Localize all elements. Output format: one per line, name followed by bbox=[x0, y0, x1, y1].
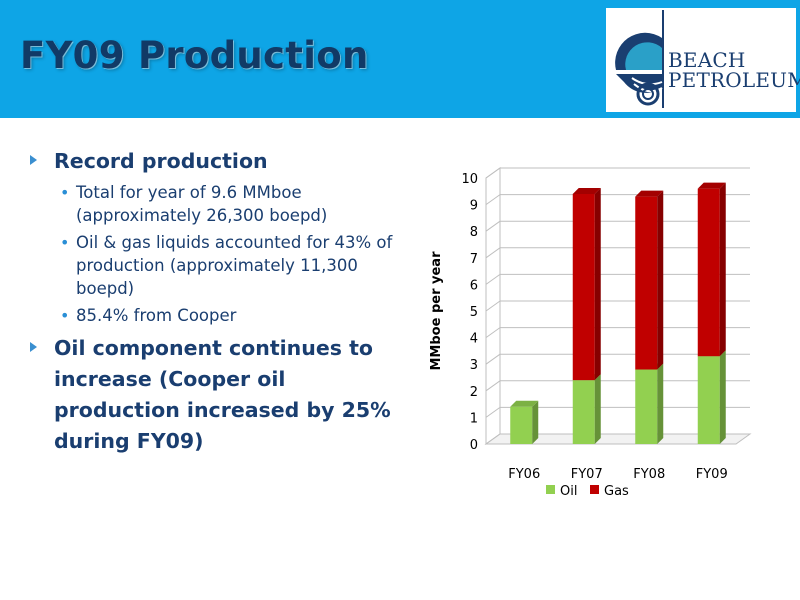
sub-bullet-cooper: • 85.4% from Cooper bbox=[60, 306, 237, 325]
bar-top-gas-fy08 bbox=[635, 190, 664, 197]
bar-top-gas-fy07 bbox=[572, 187, 601, 194]
dot-bullet-icon: • bbox=[60, 233, 70, 252]
bar-oil-fy08 bbox=[635, 369, 658, 444]
y-tick-label: 6 bbox=[470, 278, 478, 293]
legend-swatch-oil bbox=[546, 485, 555, 494]
header-bar: FY09 Production BEACH PETROLEUM bbox=[0, 0, 800, 118]
y-axis-label: MMboe per year bbox=[429, 251, 444, 371]
triangle-bullet-icon bbox=[30, 155, 37, 165]
bar-side-oil-fy09 bbox=[719, 350, 726, 444]
slide-title: FY09 Production bbox=[20, 34, 369, 77]
legend-label-gas: Gas bbox=[604, 484, 629, 499]
bar-oil-fy07 bbox=[572, 380, 595, 444]
bullet-oil-component: Oil component continues to increase (Coo… bbox=[30, 333, 410, 457]
legend-label-oil: Oil bbox=[560, 484, 577, 499]
logo-wordmark: BEACH PETROLEUM bbox=[668, 50, 800, 90]
bar-gas-fy08 bbox=[635, 196, 658, 370]
company-logo: BEACH PETROLEUM bbox=[606, 8, 800, 112]
y-tick-label: 8 bbox=[470, 225, 478, 240]
bar-gas-fy09 bbox=[697, 188, 720, 357]
bar-side-gas-fy07 bbox=[594, 187, 601, 381]
y-tick-label: 9 bbox=[470, 199, 478, 214]
gridline-depth bbox=[485, 273, 501, 285]
gridline-depth bbox=[485, 353, 501, 365]
x-tick-label: FY09 bbox=[696, 467, 728, 482]
sub-bullet-oil-gas-liquids: • Oil & gas liquids accounted for 43% of… bbox=[60, 233, 393, 298]
bar-oil-fy06 bbox=[510, 406, 533, 444]
bar-side-gas-fy08 bbox=[657, 190, 664, 370]
y-tick-label: 4 bbox=[470, 332, 478, 347]
y-tick-label: 5 bbox=[470, 305, 478, 320]
gridline-depth bbox=[485, 406, 501, 418]
bar-side-oil-fy08 bbox=[657, 363, 664, 444]
gridline-depth bbox=[485, 220, 501, 232]
logo-line-1: BEACH bbox=[668, 48, 746, 72]
x-tick-label: FY08 bbox=[633, 467, 665, 482]
bar-gas-fy07 bbox=[572, 193, 595, 381]
gridline-depth bbox=[485, 247, 501, 259]
dot-bullet-icon: • bbox=[60, 306, 70, 325]
bar-top-gas-fy09 bbox=[697, 182, 726, 189]
dot-bullet-icon: • bbox=[60, 183, 70, 202]
y-tick-label: 2 bbox=[470, 385, 478, 400]
bar-top-oil-fy06 bbox=[510, 400, 539, 407]
bar-side-oil-fy07 bbox=[594, 374, 601, 444]
y-tick-label: 0 bbox=[470, 438, 478, 453]
bullet-list: Record production • Total for year of 9.… bbox=[30, 146, 410, 457]
y-tick-label: 7 bbox=[470, 252, 478, 267]
gridline-depth bbox=[485, 380, 501, 392]
y-tick-label: 1 bbox=[470, 411, 478, 426]
bar-side-gas-fy09 bbox=[719, 182, 726, 357]
gridline-depth bbox=[485, 167, 501, 179]
legend-swatch-gas bbox=[590, 485, 599, 494]
bar-oil-fy09 bbox=[697, 356, 720, 444]
gridline-depth bbox=[485, 194, 501, 206]
x-tick-label: FY07 bbox=[571, 467, 603, 482]
triangle-bullet-icon bbox=[30, 342, 37, 352]
x-tick-label: FY06 bbox=[508, 467, 540, 482]
sub-bullet-total: • Total for year of 9.6 MMboe (approxima… bbox=[60, 183, 328, 225]
production-chart: 0 1 2 3 4 5 6 7 8 9 10 MMboe per year FY06 FY07 FY08 FY… bbox=[420, 150, 790, 520]
gridline-depth bbox=[485, 327, 501, 339]
beach-logo-icon bbox=[615, 10, 664, 108]
y-tick-label: 10 bbox=[461, 172, 478, 187]
gridline-depth bbox=[485, 433, 501, 445]
logo-line-2: PETROLEUM bbox=[668, 68, 800, 92]
bullet-record-production: Record production bbox=[30, 146, 410, 177]
production-chart-svg: 0 1 2 3 4 5 6 7 8 9 10 MMboe per year FY06 FY07 FY08 FY… bbox=[429, 167, 752, 499]
bar-side-oil-fy06 bbox=[532, 400, 539, 444]
y-tick-label: 3 bbox=[470, 358, 478, 373]
gridline-depth bbox=[485, 300, 501, 312]
